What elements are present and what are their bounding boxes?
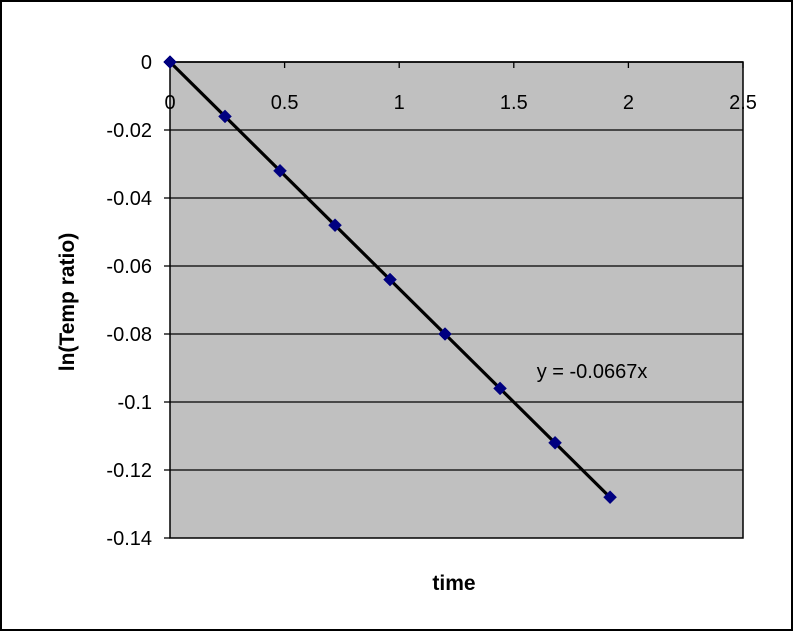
axes — [164, 61, 744, 539]
x-tick-label: 1.5 — [500, 92, 528, 114]
y-tick-label: 0 — [141, 52, 152, 74]
y-tick-label: -0.02 — [106, 120, 152, 142]
data-points — [163, 55, 617, 505]
data-point — [328, 218, 342, 233]
data-point — [163, 55, 177, 69]
data-point — [383, 272, 397, 287]
gridlines — [170, 129, 743, 471]
data-point — [548, 435, 562, 450]
data-point — [493, 381, 507, 396]
data-point — [218, 109, 232, 124]
y-tick-label: -0.06 — [106, 256, 152, 278]
y-tick-label: -0.1 — [118, 392, 152, 414]
y-axis-title: ln(Temp ratio) — [56, 233, 79, 371]
x-tick-label: 1 — [394, 92, 405, 114]
y-tick-label: -0.08 — [106, 324, 152, 346]
tick-labels: 0 -0.02 -0.04 -0.06 -0.08 -0.1 -0.12 -0.14 0 0.5 1… — [106, 52, 757, 550]
y-tick-label: -0.04 — [106, 188, 152, 210]
plot-area — [169, 61, 744, 539]
x-tick-label: 0 — [164, 92, 175, 114]
trendline-equation: y = -0.0667x — [537, 361, 648, 383]
x-tick-label: 2.5 — [729, 92, 757, 114]
data-point — [273, 163, 287, 178]
data-point — [438, 327, 452, 341]
x-tick-label: 2 — [623, 92, 634, 114]
data-point — [603, 490, 617, 505]
y-tick-label: -0.14 — [106, 528, 152, 550]
y-tick-label: -0.12 — [106, 460, 152, 482]
x-axis-title: time — [432, 572, 475, 595]
x-tick-label: 0.5 — [271, 92, 299, 114]
